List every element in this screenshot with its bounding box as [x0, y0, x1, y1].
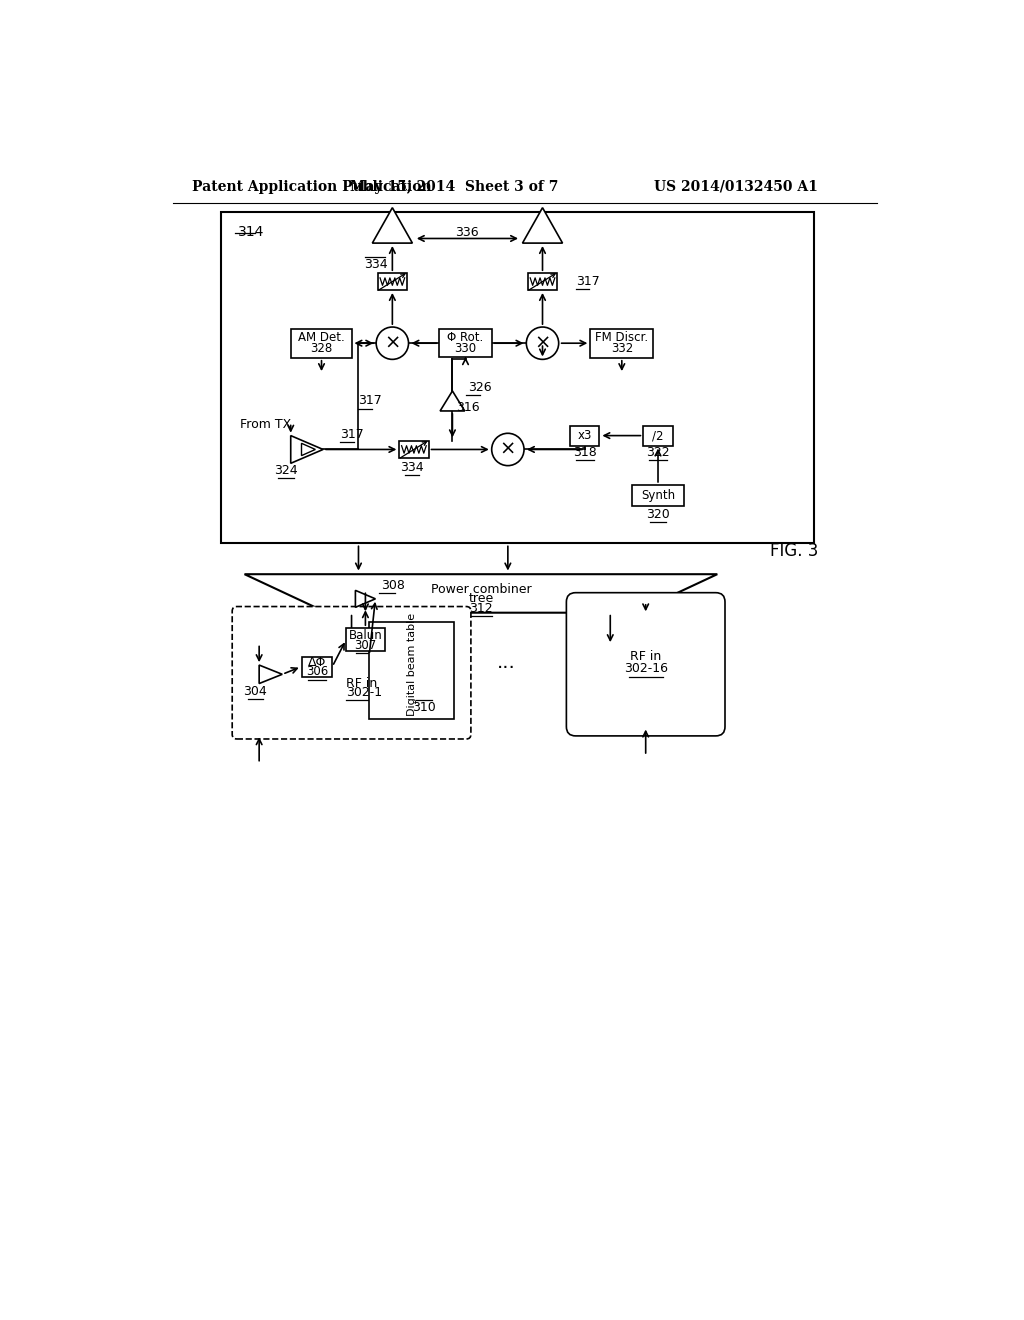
- Circle shape: [492, 433, 524, 466]
- Polygon shape: [245, 574, 717, 612]
- Text: 302-1: 302-1: [346, 686, 382, 700]
- Circle shape: [526, 327, 559, 359]
- Text: 317: 317: [357, 395, 382, 408]
- Text: FIG. 3: FIG. 3: [770, 543, 818, 560]
- Bar: [439, 330, 492, 358]
- Text: 322: 322: [646, 446, 670, 459]
- Text: 310: 310: [412, 701, 436, 714]
- Text: 332: 332: [610, 342, 633, 355]
- Text: From TX: From TX: [240, 417, 291, 430]
- Text: ×: ×: [500, 440, 516, 459]
- Text: 336: 336: [456, 226, 479, 239]
- Text: 324: 324: [274, 463, 298, 477]
- Text: x3: x3: [578, 429, 592, 442]
- Text: 334: 334: [400, 461, 424, 474]
- Text: ...: ...: [497, 653, 516, 672]
- FancyBboxPatch shape: [566, 593, 725, 737]
- Bar: [221, 213, 814, 544]
- Text: 328: 328: [310, 342, 333, 355]
- Text: 318: 318: [573, 446, 597, 459]
- Text: 320: 320: [646, 508, 670, 520]
- Text: 330: 330: [455, 342, 476, 355]
- Text: 307: 307: [354, 639, 377, 652]
- Text: May 15, 2014  Sheet 3 of 7: May 15, 2014 Sheet 3 of 7: [350, 180, 558, 194]
- Circle shape: [376, 327, 409, 359]
- Text: Digital beam table: Digital beam table: [407, 612, 417, 715]
- Text: 326: 326: [468, 380, 492, 393]
- Bar: [570, 425, 599, 446]
- Text: Synth: Synth: [641, 490, 675, 502]
- Bar: [378, 273, 407, 290]
- Bar: [301, 656, 333, 677]
- Polygon shape: [291, 436, 323, 463]
- Bar: [632, 484, 684, 507]
- Text: Balun: Balun: [348, 628, 382, 642]
- Text: 302-16: 302-16: [624, 663, 668, 676]
- Text: 316: 316: [457, 400, 480, 413]
- Bar: [528, 273, 557, 290]
- Text: US 2014/0132450 A1: US 2014/0132450 A1: [654, 180, 818, 194]
- Text: Patent Application Publication: Patent Application Publication: [193, 180, 432, 194]
- Text: 317: 317: [340, 428, 364, 441]
- Bar: [346, 628, 385, 651]
- Text: ΔΦ: ΔΦ: [308, 656, 326, 669]
- Bar: [292, 329, 351, 358]
- Polygon shape: [373, 207, 413, 243]
- Text: 334: 334: [364, 259, 387, 271]
- Text: 317: 317: [575, 275, 599, 288]
- Text: Power combiner: Power combiner: [431, 583, 531, 597]
- Text: 314: 314: [239, 224, 265, 239]
- Text: tree: tree: [468, 593, 494, 606]
- Polygon shape: [259, 665, 283, 684]
- Text: Φ Rot.: Φ Rot.: [447, 331, 483, 345]
- Bar: [643, 425, 673, 446]
- Text: ×: ×: [384, 334, 400, 352]
- Text: AM Det.: AM Det.: [298, 331, 345, 345]
- Text: ×: ×: [535, 334, 551, 352]
- Polygon shape: [301, 444, 315, 455]
- Polygon shape: [440, 391, 465, 411]
- Bar: [590, 329, 653, 358]
- Text: RF in: RF in: [346, 677, 378, 690]
- Bar: [399, 441, 429, 458]
- Text: RF in: RF in: [630, 649, 662, 663]
- Text: FM Discr.: FM Discr.: [595, 331, 648, 345]
- Polygon shape: [355, 590, 376, 607]
- Text: 306: 306: [306, 665, 328, 678]
- Polygon shape: [522, 207, 562, 243]
- Bar: [370, 622, 454, 718]
- Text: 312: 312: [469, 602, 493, 615]
- Text: 308: 308: [381, 579, 404, 593]
- FancyBboxPatch shape: [232, 607, 471, 739]
- Text: 304: 304: [244, 685, 267, 698]
- Text: /2: /2: [652, 429, 664, 442]
